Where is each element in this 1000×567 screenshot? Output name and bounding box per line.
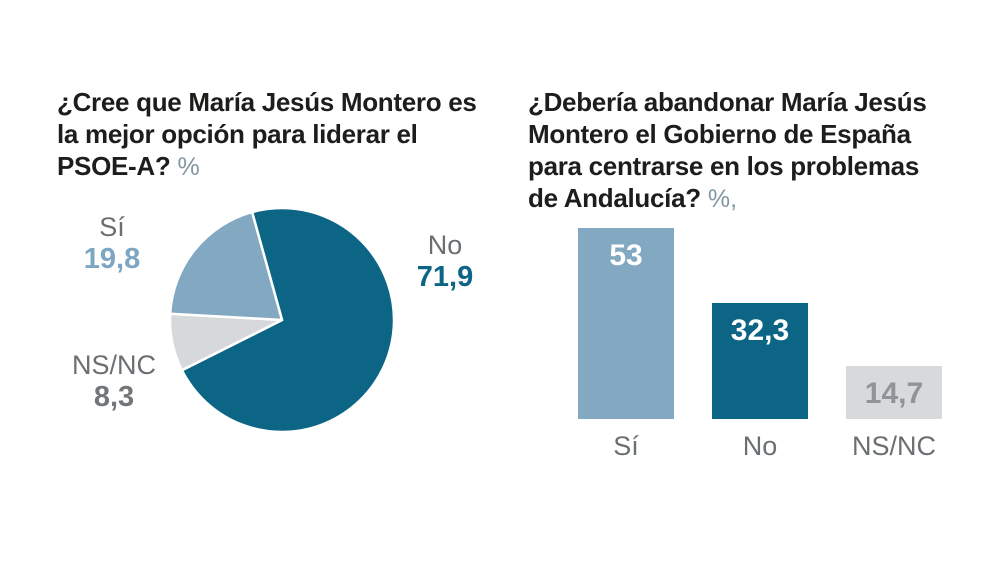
- bar-nsnc-value: 14,7: [864, 377, 924, 410]
- bar-no: 32,3: [712, 303, 808, 419]
- bar-chart-title: ¿Debería abandonar María Jesús Montero e…: [528, 86, 988, 215]
- pie-label-no-value: 71,9: [416, 261, 474, 293]
- bar-chart-unit-label: %,: [707, 185, 738, 213]
- pie-label-nsnc: NS/NC 8,3: [48, 349, 180, 414]
- pie-label-si-value: 19,8: [83, 243, 141, 275]
- bar-no-value: 32,3: [730, 314, 790, 347]
- bar-nsnc: 14,7: [846, 366, 942, 419]
- bar-category-no: No: [742, 431, 778, 461]
- pie-slice-si: [168, 210, 284, 322]
- bar-si: 53: [578, 228, 674, 419]
- pie-label-no: No 71,9: [390, 229, 500, 294]
- pie-chart-title-text: ¿Cree que María Jesús Montero es la mejo…: [57, 87, 477, 181]
- pie-label-si-name: Sí: [99, 212, 125, 242]
- pie-slice-no: [180, 206, 396, 434]
- pie-chart-title: ¿Cree que María Jesús Montero es la mejo…: [57, 86, 517, 183]
- pie-chart-unit-label: %: [177, 153, 200, 181]
- pie-label-nsnc-value: 8,3: [93, 381, 135, 413]
- pie-label-nsnc-name: NS/NC: [71, 350, 156, 380]
- bar-chart-title-text: ¿Debería abandonar María Jesús Montero e…: [528, 87, 927, 213]
- bar-category-nsnc: NS/NC: [851, 431, 936, 461]
- bar-category-si: Sí: [613, 431, 639, 461]
- pie-label-no-name: No: [427, 230, 463, 260]
- pie-label-si: Sí 19,8: [57, 211, 167, 276]
- pie-chart: [168, 206, 396, 434]
- bar-si-value: 53: [609, 239, 643, 272]
- bar-chart: 53 Sí 32,3 No 14,7 NS/NC: [578, 228, 942, 461]
